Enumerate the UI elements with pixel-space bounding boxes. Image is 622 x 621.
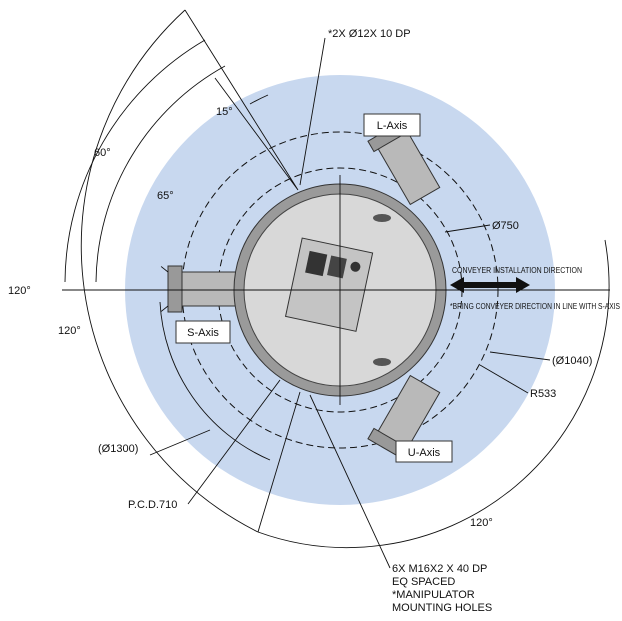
leader-lines [149,37,551,569]
axis-label: L-Axis [377,120,408,132]
axis-label: U-Axis [408,447,441,459]
arc-120-left [80,9,259,533]
arc-120-inner [159,301,271,461]
arc-120-bottom [257,239,610,549]
radial-lines [184,9,301,533]
label: (Ø1040) [552,355,592,367]
label: 120° [58,325,81,337]
label: (Ø1300) [98,443,138,455]
label: 65° [157,190,174,202]
mounting-note: 6X M16X2 X 40 DP [392,563,487,575]
connector-panel [284,237,374,332]
label: *2X Ø12X 10 DP [328,28,411,40]
axis-box [175,320,231,344]
conveyer-direction: CONVEYER INSTALLATION DIRECTION [452,266,582,275]
direction-arrow [450,277,530,293]
lift-eye [373,358,391,366]
label: 120° [470,517,493,529]
lift-eye [373,214,391,222]
axis-label: S-Axis [187,327,219,339]
label: P.C.D.710 [128,499,177,511]
arc-60 [64,39,206,283]
mounting-note: MOUNTING HOLES [392,602,492,614]
label: R533 [530,388,556,400]
mounting-note: *MANIPULATOR [392,589,475,601]
conveyer-note: *BRING CONVEYER DIRECTION IN LINE WITH S… [450,302,620,311]
label: Ø750 [492,220,519,232]
arc-65 [95,65,226,283]
arc-15 [249,94,269,105]
label: 15° [216,106,233,118]
arm-s [160,265,243,313]
label: 120° [8,285,31,297]
label: 60° [94,147,111,159]
axis-box [363,113,421,137]
mounting-note: EQ SPACED [392,576,455,588]
axis-box [395,440,453,463]
